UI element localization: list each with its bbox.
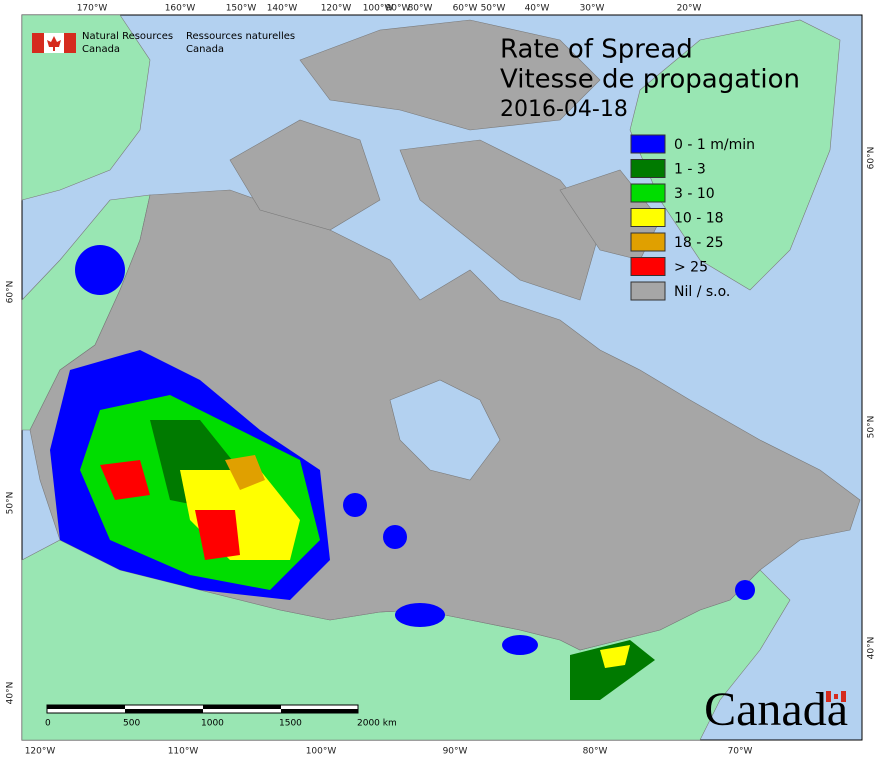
legend-swatch [630,232,666,252]
graticule-label: 50°N [867,416,877,439]
graticule-label: 150°W [226,4,257,14]
legend-swatch [630,183,666,203]
legend-label: 10 - 18 [674,211,724,227]
fire-area [343,493,367,517]
legend-label: > 25 [674,260,708,276]
graticule-label: 140°W [267,4,298,14]
legend-swatch [630,281,666,301]
graticule-label: 60°W [453,4,478,14]
graticule-label: 40°W [525,4,550,14]
graticule-label: 60°N [867,147,877,170]
fire-area [75,245,125,295]
arctic-island [229,119,381,231]
scale-label: 2000 km [357,719,397,729]
fire-area [570,640,655,700]
fire-area [395,603,445,627]
scale-bar [46,704,359,714]
graticule-label: 40°N [6,682,16,705]
agency-en: Canada [82,44,120,55]
legend-label: 1 - 3 [674,162,706,178]
graticule-label: 80°W [583,747,608,757]
fire-area [383,525,407,549]
wordmark-flag [826,691,846,702]
siberia [21,14,151,201]
date: 2016-04-18 [500,97,628,122]
agency-en: Natural Resources [82,31,173,42]
scale-segment [125,709,203,713]
scale-label: 500 [123,719,140,729]
title: Rate of Spread [500,35,693,65]
scale-label: 1000 [201,719,224,729]
graticule-label: 170°W [77,4,108,14]
scale-segment [47,705,125,709]
title: Vitesse de propagation [500,65,800,95]
flag-bar [32,33,44,53]
graticule-label: 160°W [165,4,196,14]
graticule-label: 100°W [306,747,337,757]
graticule-label: 50°N [6,492,16,515]
scale-segment [281,709,358,713]
legend-swatch [630,159,666,178]
fire-area [600,645,630,668]
nrcan-flag [32,33,76,53]
arctic-island [399,139,601,301]
fire-area [195,510,240,560]
fire-area [100,460,150,500]
graticule-label: 80°W [408,4,433,14]
legend-label: Nil / s.o. [674,284,730,300]
fire-area [735,580,755,600]
scale-segment [203,705,281,709]
flag-bar [826,691,831,702]
wordmark: Canada [704,683,848,736]
fire-layer [50,245,755,700]
legend-label: 0 - 1 m/min [674,137,755,153]
scale-label: 1500 [279,719,302,729]
graticule-label: 60°N [6,281,16,304]
maple-leaf [47,36,61,51]
hudson-bay [389,379,501,481]
graticule-label: 100°W [363,4,394,14]
legend-label: 18 - 25 [674,235,724,251]
flag-bar [841,691,846,702]
graticule-label: 120°W [25,747,56,757]
graticule-label: 20°W [677,4,702,14]
fire-area [225,455,265,490]
flag-bar [64,33,76,53]
graticule-label: 90°W [443,747,468,757]
legend-swatch [630,134,666,154]
graticule-label: 50°W [481,4,506,14]
agency-fr: Ressources naturelles [186,31,295,42]
legend-swatch [630,208,666,227]
maple-leaf [834,694,838,699]
graticule-label: 110°W [168,747,199,757]
graticule-label: 30°W [580,4,605,14]
graticule-label: 40°N [867,637,877,660]
graticule-label: 120°W [321,4,352,14]
scale-label: 0 [45,719,51,729]
legend-label: 3 - 10 [674,186,715,202]
arctic-island [299,19,601,131]
agency-fr: Canada [186,44,224,55]
fire-area [502,635,538,655]
graticule-label: 90°W [386,4,411,14]
legend-swatch [630,257,666,276]
graticule-label: 70°W [728,747,753,757]
